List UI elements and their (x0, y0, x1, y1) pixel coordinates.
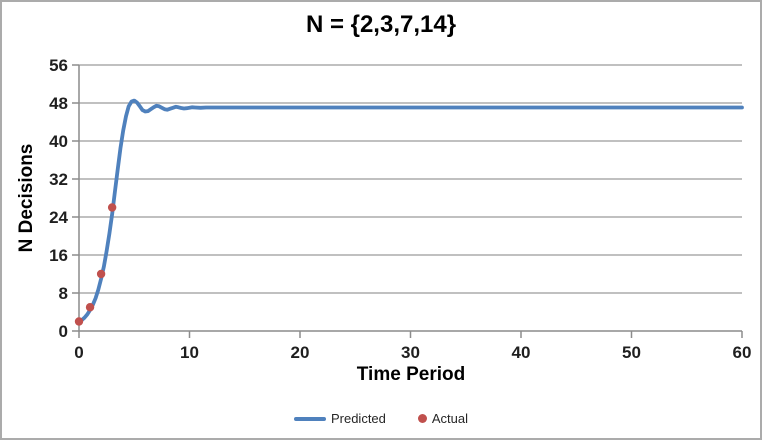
y-tick-label-48: 48 (49, 94, 68, 113)
y-tick-label-40: 40 (49, 132, 68, 151)
x-tick-label-30: 30 (401, 343, 420, 362)
y-tick-label-24: 24 (49, 208, 68, 227)
actual-data-point (107, 203, 117, 212)
x-tick-label-60: 60 (733, 343, 752, 362)
legend-label-actual: Actual (431, 411, 469, 426)
x-tick-label-50: 50 (622, 343, 641, 362)
x-tick-label-40: 40 (512, 343, 531, 362)
y-tick-label-32: 32 (49, 170, 68, 189)
predicted-series-line (77, 98, 744, 324)
actual-data-point (85, 303, 95, 312)
y-tick-label-16: 16 (49, 246, 68, 265)
actual-data-point (96, 269, 106, 279)
legend-item-actual: Actual (417, 411, 469, 426)
legend-item-predicted: Predicted (293, 411, 386, 426)
legend-label-predicted: Predicted (330, 411, 386, 426)
y-tick-label-8: 8 (59, 284, 68, 303)
x-tick-label-20: 20 (291, 343, 310, 362)
predicted-line-swatch (293, 416, 326, 421)
y-tick-label-0: 0 (59, 322, 68, 341)
actual-point-swatch (417, 414, 427, 423)
actual-data-point (74, 317, 84, 326)
legend: Predicted Actual (2, 411, 760, 426)
y-tick-label-56: 56 (49, 56, 68, 75)
x-tick-label-10: 10 (180, 343, 199, 362)
x-tick-label-0: 0 (74, 343, 83, 362)
chart-title: N = {2,3,7,14} (305, 11, 457, 38)
x-axis-title: Time Period (356, 364, 466, 385)
